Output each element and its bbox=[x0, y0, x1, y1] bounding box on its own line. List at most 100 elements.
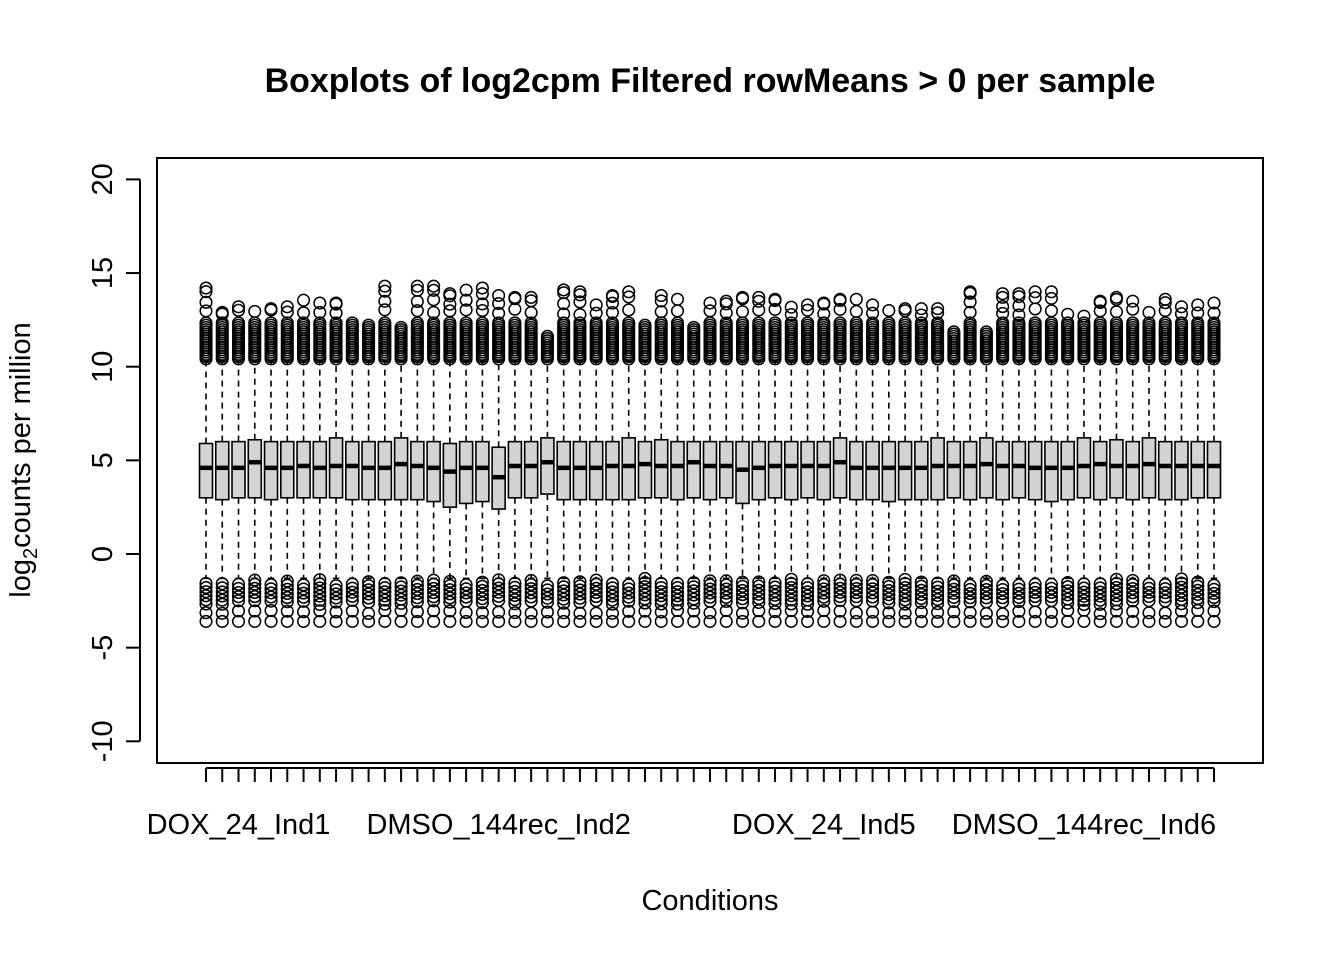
outlier-point bbox=[687, 588, 701, 602]
outlier-point bbox=[914, 596, 928, 610]
outlier-point bbox=[1191, 614, 1205, 628]
outlier-point bbox=[1142, 305, 1156, 319]
outlier-point bbox=[264, 604, 278, 618]
sample-box bbox=[946, 325, 962, 628]
outlier-point bbox=[947, 582, 961, 596]
outlier-point bbox=[898, 614, 912, 628]
outlier-point bbox=[589, 614, 603, 628]
sample-box bbox=[393, 320, 409, 628]
outlier-point bbox=[427, 573, 441, 587]
outlier-point bbox=[280, 582, 294, 596]
outlier-point bbox=[362, 591, 376, 605]
outlier-point bbox=[703, 296, 717, 310]
outlier-point bbox=[345, 589, 359, 603]
outlier-point bbox=[573, 579, 587, 593]
outlier-point bbox=[378, 581, 392, 595]
sample-box bbox=[523, 290, 539, 628]
outlier-point bbox=[866, 573, 880, 588]
chart-title: Boxplots of log2cpm Filtered rowMeans > … bbox=[265, 62, 1156, 100]
outlier-point bbox=[427, 586, 441, 600]
outlier-point bbox=[313, 604, 327, 618]
outlier-point bbox=[492, 589, 506, 603]
iqr-box bbox=[914, 440, 929, 501]
outlier-point bbox=[849, 614, 863, 628]
outlier-point bbox=[280, 614, 294, 628]
outlier-point bbox=[557, 584, 571, 598]
outlier-point bbox=[540, 579, 554, 593]
outlier-point bbox=[654, 605, 668, 619]
outlier-point bbox=[524, 316, 538, 330]
outlier-point bbox=[1012, 582, 1026, 596]
outlier-point bbox=[427, 279, 441, 293]
outlier-point bbox=[264, 590, 278, 604]
outlier-point bbox=[1191, 306, 1205, 320]
outlier-point bbox=[784, 580, 798, 595]
outlier-point bbox=[622, 290, 636, 304]
outlier-point bbox=[394, 614, 408, 628]
sample-box bbox=[767, 292, 783, 628]
outlier-point bbox=[996, 578, 1010, 592]
sample-box bbox=[361, 318, 376, 628]
outlier-point bbox=[248, 577, 262, 591]
sample-box bbox=[442, 287, 458, 628]
boxes-group bbox=[198, 279, 1222, 628]
outlier-point bbox=[735, 588, 750, 602]
outlier-point bbox=[866, 298, 880, 312]
outlier-point bbox=[996, 287, 1010, 301]
outlier-point bbox=[1061, 307, 1075, 321]
sample-box bbox=[930, 302, 945, 628]
outlier-point bbox=[492, 573, 506, 587]
outlier-point bbox=[719, 574, 733, 588]
outlier-point bbox=[1044, 585, 1058, 600]
outlier-point bbox=[313, 585, 327, 599]
outlier-point bbox=[443, 579, 457, 593]
outlier-point bbox=[817, 578, 831, 592]
outlier-point bbox=[914, 302, 928, 316]
outlier-point bbox=[638, 604, 652, 618]
outlier-point bbox=[508, 597, 522, 611]
outlier-point bbox=[1109, 585, 1124, 599]
outlier-point bbox=[670, 614, 685, 628]
outlier-point bbox=[914, 575, 928, 589]
outlier-point bbox=[215, 593, 229, 607]
outlier-point bbox=[752, 290, 766, 304]
outlier-point bbox=[557, 307, 571, 321]
outlier-point bbox=[508, 606, 522, 620]
iqr-box bbox=[361, 440, 376, 501]
outlier-point bbox=[362, 318, 376, 332]
outlier-point bbox=[1109, 576, 1124, 590]
iqr-box bbox=[540, 437, 555, 495]
outlier-point bbox=[817, 614, 831, 628]
outlier-point bbox=[459, 283, 473, 297]
outlier-point bbox=[719, 294, 733, 308]
outlier-point bbox=[979, 574, 993, 588]
outlier-point bbox=[735, 596, 750, 610]
outlier-point bbox=[833, 585, 847, 599]
outlier-point bbox=[768, 292, 782, 306]
outlier-point bbox=[898, 597, 912, 611]
outlier-point bbox=[199, 593, 213, 607]
outlier-point bbox=[589, 590, 603, 604]
iqr-box bbox=[962, 440, 978, 501]
outlier-point bbox=[459, 614, 473, 628]
outlier-point bbox=[638, 580, 652, 594]
sample-box bbox=[410, 279, 425, 628]
outlier-point bbox=[703, 614, 717, 628]
outlier-point bbox=[1044, 590, 1058, 604]
outlier-point bbox=[215, 606, 229, 620]
outlier-point bbox=[1028, 585, 1042, 600]
outlier-point bbox=[329, 296, 343, 310]
y-tick-label: -10 bbox=[87, 720, 119, 762]
y-tick-label: -5 bbox=[87, 635, 119, 661]
outlier-point bbox=[1174, 300, 1189, 314]
outlier-point bbox=[443, 304, 457, 318]
outlier-point bbox=[931, 580, 945, 594]
outlier-point bbox=[638, 584, 652, 598]
outlier-point bbox=[1093, 597, 1107, 611]
iqr-box bbox=[832, 437, 848, 499]
outlier-point bbox=[231, 590, 246, 604]
outlier-point bbox=[459, 582, 473, 596]
outlier-point bbox=[492, 581, 506, 595]
